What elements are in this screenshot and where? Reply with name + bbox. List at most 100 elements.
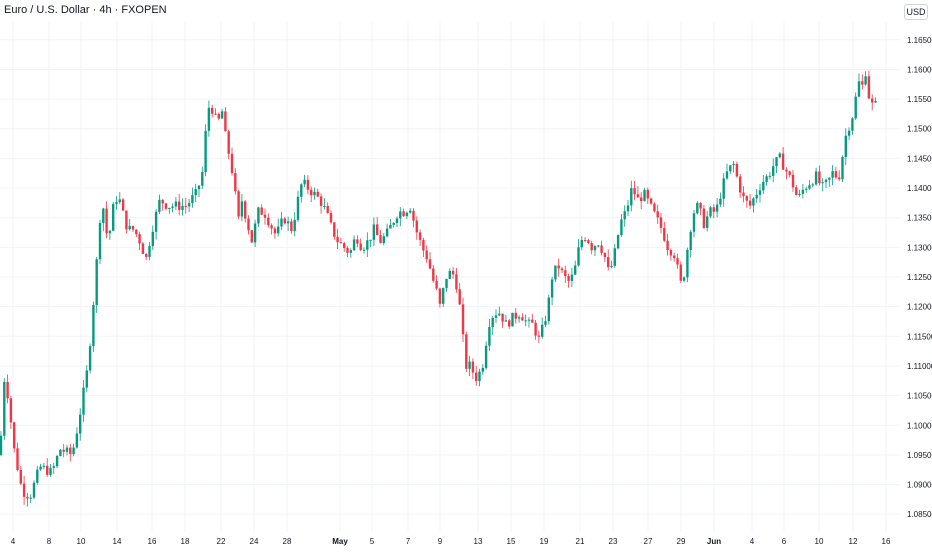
candle[interactable]: [692, 209, 696, 238]
candle[interactable]: [442, 287, 445, 308]
candle[interactable]: [230, 147, 234, 176]
candle[interactable]: [6, 374, 9, 404]
candle[interactable]: [385, 223, 389, 238]
candle[interactable]: [613, 243, 616, 268]
candle[interactable]: [438, 287, 442, 308]
candle[interactable]: [781, 146, 785, 170]
candle[interactable]: [29, 494, 32, 504]
candle[interactable]: [567, 273, 570, 288]
candle[interactable]: [253, 219, 257, 248]
candle[interactable]: [610, 260, 613, 269]
candle[interactable]: [653, 202, 656, 213]
candle[interactable]: [564, 265, 567, 283]
candle[interactable]: [343, 241, 346, 252]
candle[interactable]: [481, 364, 484, 375]
candle[interactable]: [359, 238, 362, 251]
candle[interactable]: [329, 210, 333, 225]
candle[interactable]: [471, 358, 475, 380]
candle[interactable]: [659, 212, 663, 234]
candle[interactable]: [105, 201, 108, 239]
candle[interactable]: [735, 161, 739, 178]
candle[interactable]: [745, 195, 748, 208]
candle[interactable]: [484, 341, 488, 370]
candle[interactable]: [428, 252, 432, 270]
candle[interactable]: [574, 260, 577, 275]
candle[interactable]: [501, 313, 504, 328]
candle[interactable]: [171, 203, 174, 213]
candle[interactable]: [59, 448, 62, 457]
candle[interactable]: [158, 194, 161, 215]
candle[interactable]: [277, 218, 280, 237]
candle[interactable]: [369, 239, 372, 248]
candle[interactable]: [590, 240, 593, 255]
candle[interactable]: [857, 73, 861, 98]
candle[interactable]: [871, 94, 874, 111]
candle[interactable]: [102, 207, 105, 232]
candle[interactable]: [831, 165, 834, 186]
candle[interactable]: [834, 166, 838, 180]
candle[interactable]: [451, 267, 455, 279]
candle[interactable]: [854, 92, 857, 120]
candle[interactable]: [283, 216, 286, 225]
candle[interactable]: [478, 368, 481, 387]
candle[interactable]: [824, 178, 828, 189]
candle[interactable]: [306, 175, 310, 195]
candle[interactable]: [267, 213, 270, 228]
candle[interactable]: [422, 237, 425, 257]
candle[interactable]: [649, 197, 653, 206]
candle[interactable]: [389, 218, 392, 229]
candle[interactable]: [534, 319, 537, 340]
candle[interactable]: [547, 294, 550, 325]
candle[interactable]: [392, 221, 395, 228]
candle[interactable]: [719, 192, 722, 207]
candle[interactable]: [669, 248, 673, 261]
candle[interactable]: [19, 465, 22, 486]
candle[interactable]: [52, 462, 55, 475]
candle[interactable]: [666, 233, 669, 256]
candle[interactable]: [108, 229, 112, 240]
candle[interactable]: [541, 317, 544, 339]
candle[interactable]: [138, 231, 141, 251]
candle[interactable]: [508, 318, 511, 329]
candle[interactable]: [524, 314, 527, 327]
candle[interactable]: [712, 203, 715, 219]
candle[interactable]: [405, 211, 409, 219]
candle[interactable]: [376, 216, 379, 236]
candle[interactable]: [494, 309, 498, 324]
candle[interactable]: [752, 196, 755, 213]
candle[interactable]: [69, 443, 72, 462]
candle[interactable]: [597, 244, 600, 248]
candle[interactable]: [811, 182, 814, 188]
candle[interactable]: [732, 161, 735, 173]
symbol-title[interactable]: Euro / U.S. Dollar · 4h · FXOPEN: [4, 4, 167, 16]
candle[interactable]: [626, 199, 630, 217]
candle[interactable]: [785, 167, 788, 180]
candle[interactable]: [204, 124, 207, 177]
candle[interactable]: [762, 175, 765, 194]
candle[interactable]: [706, 211, 709, 232]
candle[interactable]: [3, 378, 6, 440]
candle[interactable]: [600, 240, 603, 256]
candles[interactable]: [0, 70, 877, 507]
candle[interactable]: [362, 247, 366, 254]
candle[interactable]: [372, 217, 376, 247]
candle[interactable]: [39, 463, 42, 471]
candle[interactable]: [217, 112, 220, 121]
candle[interactable]: [778, 152, 781, 159]
candle[interactable]: [260, 204, 263, 215]
candle[interactable]: [55, 454, 59, 469]
candle[interactable]: [844, 128, 847, 166]
candle[interactable]: [821, 178, 824, 192]
candle[interactable]: [580, 236, 583, 251]
candle[interactable]: [418, 229, 422, 247]
candle[interactable]: [62, 444, 65, 458]
candle[interactable]: [349, 248, 352, 258]
price-axis[interactable]: 1.16500 1.16000 1.15500 1.15000 1.14500 1.140…: [907, 36, 932, 519]
candle[interactable]: [303, 174, 306, 188]
candle[interactable]: [263, 208, 267, 225]
candle[interactable]: [333, 222, 336, 240]
candle[interactable]: [92, 301, 95, 352]
candle[interactable]: [587, 238, 590, 245]
candle[interactable]: [725, 163, 729, 180]
